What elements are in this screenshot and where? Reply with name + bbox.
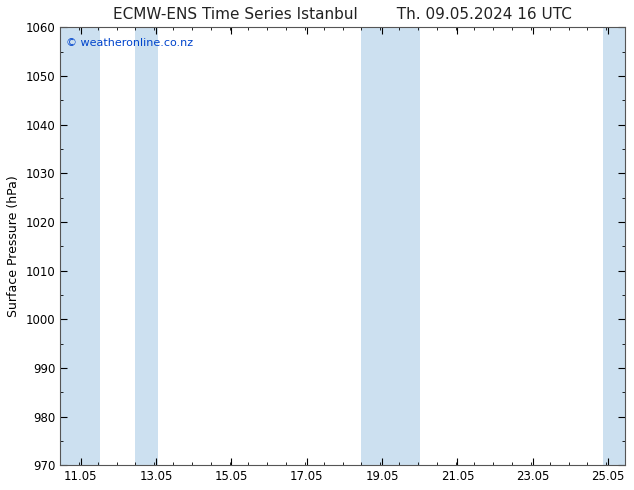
Y-axis label: Surface Pressure (hPa): Surface Pressure (hPa) xyxy=(7,175,20,317)
Title: ECMW-ENS Time Series Istanbul        Th. 09.05.2024 16 UTC: ECMW-ENS Time Series Istanbul Th. 09.05.… xyxy=(113,7,572,22)
Bar xyxy=(60,27,100,465)
Bar xyxy=(361,27,420,465)
Bar xyxy=(602,27,625,465)
Text: © weatheronline.co.nz: © weatheronline.co.nz xyxy=(66,38,193,48)
Bar xyxy=(136,27,158,465)
